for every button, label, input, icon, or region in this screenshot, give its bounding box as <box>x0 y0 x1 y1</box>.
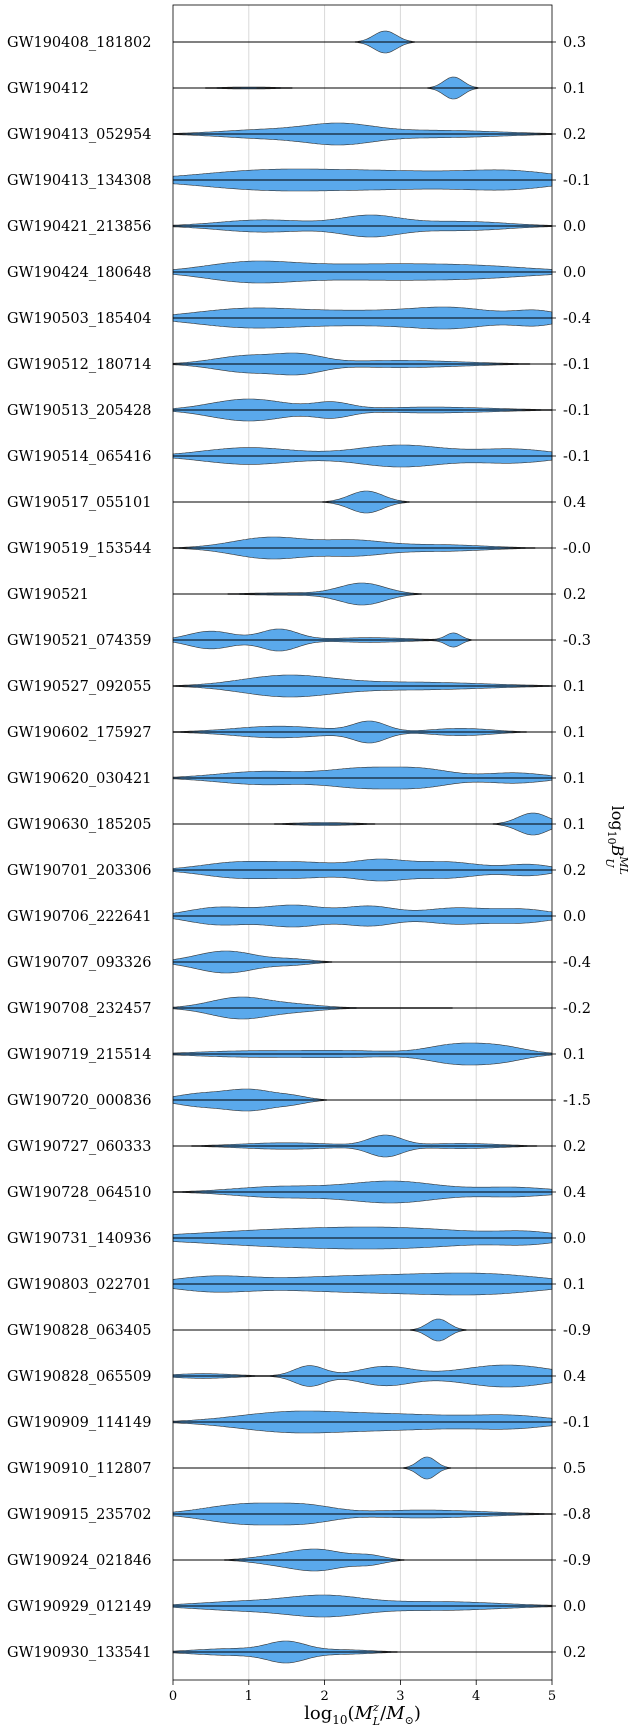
event-name-label: GW190630_185205 <box>7 817 151 833</box>
event-name-label: GW190719_215514 <box>7 1047 151 1063</box>
bayes-factor-labels: 0.3 0.1 0.2 -0.1 0.0 0.0 -0.4 -0.1 -0.1 -0.1 0.4 -0… <box>552 35 591 1661</box>
bayes-factor-value: -0.2 <box>563 1001 591 1017</box>
bayes-factor-value: -0.9 <box>563 1553 591 1569</box>
bayes-factor-value: 0.1 <box>563 817 586 833</box>
bayes-factor-value: -1.5 <box>563 1093 591 1109</box>
bayes-factor-value: 0.1 <box>563 1047 586 1063</box>
plot-frame <box>172 4 553 1681</box>
x-axis-label: log10(Mz L/M⊙) <box>304 1701 421 1727</box>
event-name-label: GW190602_175927 <box>7 725 151 741</box>
event-name-label: GW190727_060333 <box>7 1139 151 1155</box>
bayes-factor-value: 0.0 <box>563 909 586 925</box>
event-name-label: GW190915_235702 <box>7 1507 151 1523</box>
bayes-factor-value: 0.1 <box>563 81 586 97</box>
violin-series <box>172 30 553 1664</box>
event-name-label: GW190706_222641 <box>7 909 151 925</box>
event-name-label: GW190514_065416 <box>7 449 151 465</box>
event-name-label: GW190701_203306 <box>7 863 151 879</box>
x-tick-label: 3 <box>396 1689 404 1704</box>
x-tick-label: 1 <box>245 1689 253 1704</box>
event-name-label: GW190924_021846 <box>7 1553 151 1569</box>
bayes-factor-value: 0.4 <box>563 1185 586 1201</box>
x-tick-label: 2 <box>320 1689 328 1704</box>
event-labels: GW190408_181802 GW190412 GW190413_052954 GW… <box>7 35 151 1661</box>
x-tick-label: 5 <box>548 1689 556 1704</box>
event-name-label: GW190517_055101 <box>7 495 151 511</box>
event-name-label: GW190909_114149 <box>7 1415 151 1431</box>
event-name-label: GW190720_000836 <box>7 1093 151 1109</box>
event-name-label: GW190731_140936 <box>7 1231 151 1247</box>
x-axis-ticks: 0 1 2 3 4 5 <box>169 1680 556 1704</box>
bayes-factor-value: 0.5 <box>563 1461 586 1477</box>
bayes-factor-value: -0.9 <box>563 1323 591 1339</box>
bayes-factor-value: -0.1 <box>563 357 591 373</box>
event-name-label: GW190620_030421 <box>7 771 151 787</box>
event-name-label: GW190728_064510 <box>7 1185 151 1201</box>
bayes-factor-value: -0.1 <box>563 403 591 419</box>
bayes-factor-value: -0.3 <box>563 633 591 649</box>
bayes-factor-value: 0.2 <box>563 587 586 603</box>
bayes-factor-value: 0.0 <box>563 1599 586 1615</box>
event-name-label: GW190910_112807 <box>7 1461 151 1477</box>
event-name-label: GW190527_092055 <box>7 679 151 695</box>
event-name-label: GW190521 <box>7 587 89 603</box>
bayes-factor-value: 0.1 <box>563 725 586 741</box>
bayes-factor-value: -0.1 <box>563 173 591 189</box>
bayes-factor-value: 0.0 <box>563 265 586 281</box>
event-name-label: GW190707_093326 <box>7 955 151 971</box>
bayes-factor-value: -0.1 <box>563 1415 591 1431</box>
event-name-label: GW190519_153544 <box>7 541 151 557</box>
x-tick-label: 4 <box>472 1689 480 1704</box>
bayes-factor-value: 0.0 <box>563 219 586 235</box>
bayes-factor-value: 0.2 <box>563 1139 586 1155</box>
bayes-factor-value: 0.2 <box>563 127 586 143</box>
bayes-factor-value: 0.2 <box>563 1645 586 1661</box>
bayes-factor-value: 0.4 <box>563 495 586 511</box>
bayes-factor-value: -0.4 <box>563 955 591 971</box>
right-axis-label: log10BMLU <box>603 806 629 875</box>
event-name-label: GW190803_022701 <box>7 1277 151 1293</box>
bayes-factor-value: 0.1 <box>563 1277 586 1293</box>
event-name-label: GW190513_205428 <box>7 403 151 419</box>
bayes-factor-value: -0.8 <box>563 1507 591 1523</box>
event-name-label: GW190828_065509 <box>7 1369 151 1385</box>
event-name-label: GW190512_180714 <box>7 357 151 373</box>
event-name-label: GW190421_213856 <box>7 219 151 235</box>
event-name-label: GW190503_185404 <box>7 311 151 327</box>
bayes-factor-value: 0.1 <box>563 679 586 695</box>
event-name-label: GW190521_074359 <box>7 633 151 649</box>
event-name-label: GW190412 <box>7 81 89 97</box>
bayes-factor-value: 0.3 <box>563 35 586 51</box>
event-name-label: GW190708_232457 <box>7 1001 151 1017</box>
x-tick-label: 0 <box>169 1689 177 1704</box>
event-name-label: GW190413_052954 <box>7 127 151 143</box>
bayes-factor-value: 0.2 <box>563 863 586 879</box>
bayes-factor-value: -0.0 <box>563 541 591 557</box>
event-name-label: GW190930_133541 <box>7 1645 151 1661</box>
bayes-factor-value: 0.0 <box>563 1231 586 1247</box>
bayes-factor-value: 0.1 <box>563 771 586 787</box>
event-name-label: GW190424_180648 <box>7 265 151 281</box>
event-name-label: GW190828_063405 <box>7 1323 151 1339</box>
bayes-factor-value: -0.1 <box>563 449 591 465</box>
event-name-label: GW190929_012149 <box>7 1599 151 1615</box>
event-name-label: GW190408_181802 <box>7 35 151 51</box>
bayes-factor-value: -0.4 <box>563 311 591 327</box>
event-name-label: GW190413_134308 <box>7 173 151 189</box>
bayes-factor-value: 0.4 <box>563 1369 586 1385</box>
gridlines <box>248 5 477 1680</box>
